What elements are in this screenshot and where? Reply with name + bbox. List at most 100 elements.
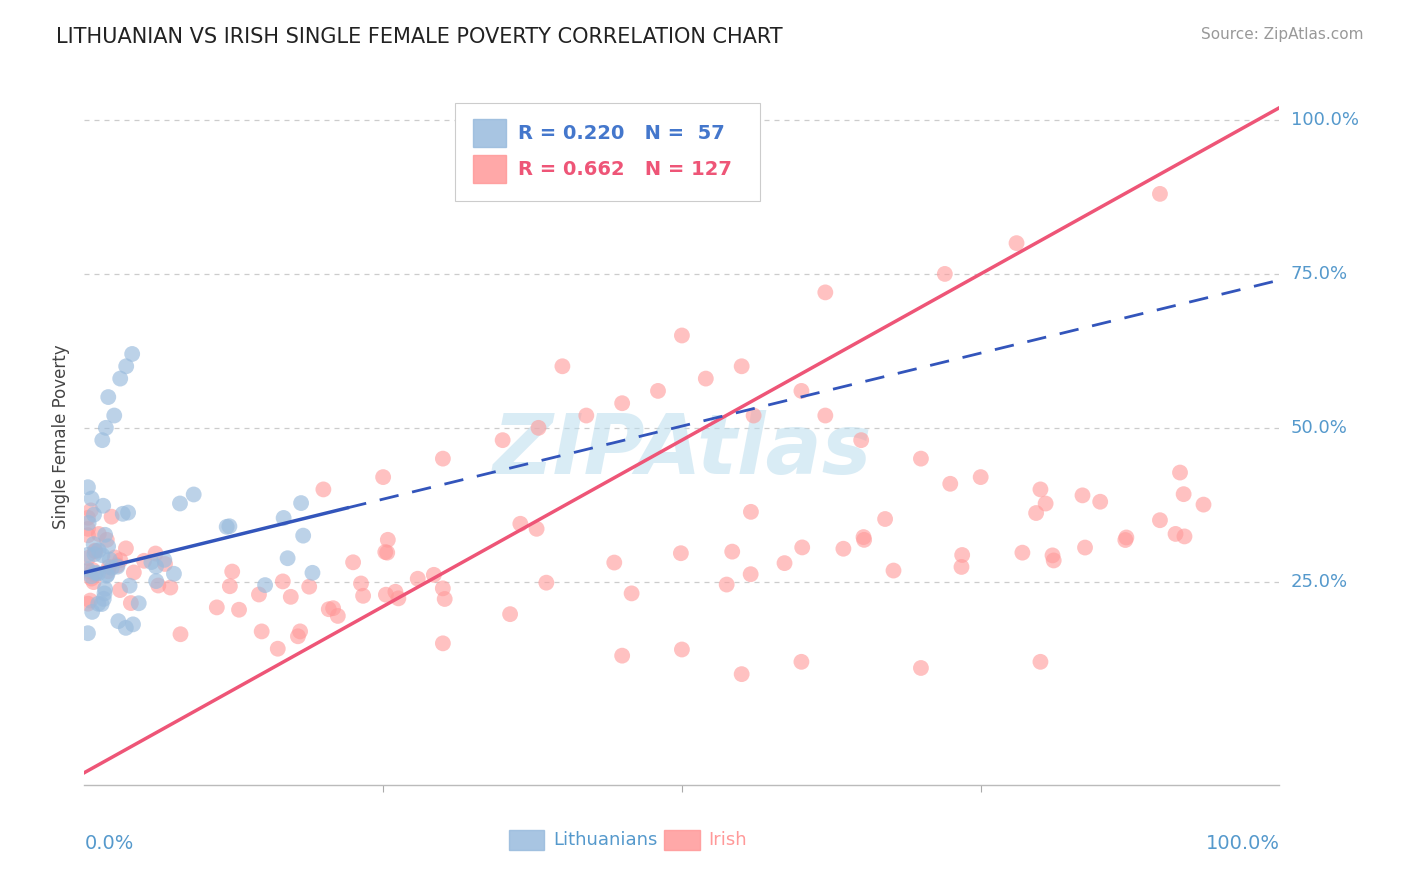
Point [83, 567, 105, 582]
Text: 25.0%: 25.0% [1291, 573, 1348, 591]
Point [384, 584, 406, 599]
Point [1011, 546, 1033, 560]
Point [96, 567, 118, 582]
Point [1071, 488, 1094, 502]
Point [671, 328, 693, 343]
Point [80, 572, 103, 586]
Point [83, 575, 105, 590]
Point [91, 548, 114, 562]
Point [77, 626, 100, 640]
Point [159, 581, 181, 595]
Point [122, 566, 145, 580]
Point [145, 559, 167, 574]
Text: 0.0%: 0.0% [84, 834, 134, 853]
Point [312, 483, 335, 497]
Point [731, 359, 754, 374]
Point [83, 508, 105, 522]
Point [90, 597, 112, 611]
Point [536, 575, 558, 590]
FancyBboxPatch shape [456, 103, 759, 201]
Text: R = 0.220   N =  57: R = 0.220 N = 57 [519, 123, 725, 143]
Point [118, 579, 141, 593]
Point [1149, 186, 1171, 201]
Text: ZIPAtlas: ZIPAtlas [492, 410, 872, 491]
Point [84, 543, 107, 558]
Point [107, 614, 129, 628]
Point [790, 384, 813, 398]
Point [96, 533, 118, 547]
Point [1090, 494, 1112, 508]
Point [499, 607, 522, 622]
Text: 50.0%: 50.0% [1291, 419, 1347, 437]
Point [492, 433, 515, 447]
Point [97, 390, 120, 404]
Text: Irish: Irish [709, 831, 747, 849]
Point [228, 603, 250, 617]
Point [432, 451, 454, 466]
Point [163, 566, 186, 581]
Point [77, 510, 100, 524]
Point [832, 541, 855, 556]
Point [79, 593, 101, 607]
Point [77, 551, 100, 566]
Point [509, 516, 531, 531]
Point [731, 667, 754, 681]
Point [1042, 549, 1064, 563]
Point [814, 409, 837, 423]
Point [97, 560, 120, 574]
Point [342, 555, 364, 569]
Point [603, 556, 626, 570]
Point [94, 582, 117, 596]
Point [1114, 533, 1136, 547]
Point [1168, 466, 1191, 480]
Point [80, 491, 103, 506]
Point [103, 409, 125, 423]
Point [375, 546, 398, 560]
Point [110, 371, 132, 385]
Point [87, 527, 110, 541]
Point [1042, 553, 1064, 567]
Point [773, 556, 796, 570]
Point [1173, 487, 1195, 501]
Point [93, 586, 115, 600]
Point [93, 591, 115, 606]
Point [669, 546, 692, 560]
Point [1035, 497, 1057, 511]
Point [84, 566, 107, 580]
Point [792, 541, 814, 555]
Point [934, 267, 956, 281]
Point [287, 629, 309, 643]
Point [1192, 498, 1215, 512]
Point [288, 624, 311, 639]
Text: Source: ZipAtlas.com: Source: ZipAtlas.com [1201, 27, 1364, 42]
Point [77, 528, 100, 542]
Point [322, 601, 344, 615]
Point [77, 562, 100, 576]
Point [290, 496, 312, 510]
Point [853, 533, 876, 547]
Point [740, 505, 762, 519]
Point [128, 596, 150, 610]
Point [96, 569, 118, 583]
Point [122, 617, 145, 632]
Point [374, 588, 396, 602]
Point [612, 396, 634, 410]
Point [326, 608, 349, 623]
Point [101, 561, 124, 575]
Point [77, 480, 100, 494]
Point [910, 661, 932, 675]
Point [612, 648, 634, 663]
Text: 100.0%: 100.0% [1291, 111, 1358, 129]
Point [145, 547, 167, 561]
Point [280, 590, 302, 604]
Point [406, 572, 429, 586]
Point [141, 555, 163, 569]
Point [87, 566, 110, 581]
Point [254, 578, 277, 592]
Point [352, 589, 374, 603]
Point [169, 496, 191, 510]
Point [97, 539, 120, 553]
Point [132, 554, 155, 568]
Point [910, 451, 932, 466]
Point [1025, 506, 1047, 520]
